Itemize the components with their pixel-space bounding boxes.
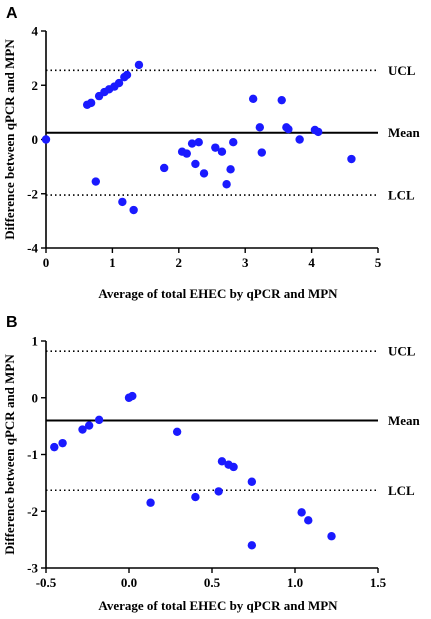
data-point	[314, 127, 323, 137]
reference-label-mean: Mean	[388, 125, 421, 140]
data-point	[128, 391, 137, 401]
data-point	[229, 462, 238, 472]
y-tick-label: 4	[32, 24, 39, 39]
data-point	[78, 425, 87, 434]
x-tick-label: 1.5	[370, 575, 387, 590]
x-tick-label: 0.5	[204, 575, 221, 590]
data-point	[129, 205, 138, 215]
data-point	[347, 154, 356, 164]
data-point	[226, 165, 235, 174]
data-point	[91, 177, 101, 186]
data-point	[191, 159, 200, 169]
y-tick-label: -1	[27, 447, 38, 462]
data-point	[146, 498, 155, 507]
chart-panel-b: B1 0 -1 -2 -3-0.5 0.0 0.5 1.0 1.5 UCL Mean LCL Avera…	[2, 314, 421, 613]
data-point	[159, 163, 169, 173]
x-tick-label: 0.0	[121, 575, 137, 590]
y-tick-label: -3	[27, 561, 38, 576]
data-point	[304, 516, 313, 525]
panel-label: A	[6, 5, 18, 22]
data-point	[41, 135, 51, 144]
y-tick-label: 2	[32, 78, 39, 93]
data-point	[118, 197, 127, 207]
reference-label-lcl: LCL	[388, 483, 415, 498]
data-point	[84, 421, 94, 430]
data-point	[247, 477, 257, 486]
data-point	[214, 487, 223, 496]
y-tick-label: -2	[27, 504, 38, 519]
reference-label-ucl: UCL	[388, 344, 416, 359]
data-point	[248, 94, 258, 104]
data-point	[187, 139, 197, 148]
x-tick-label: -0.5	[36, 575, 57, 590]
data-point	[217, 457, 227, 466]
data-point	[284, 124, 293, 134]
y-axis-title: Difference between qPCR and MPN	[2, 39, 17, 240]
y-tick-label: 0	[32, 390, 39, 405]
x-axis-title: Average of total EHEC by qPCR and MPN	[98, 286, 338, 301]
panel-label: B	[6, 314, 18, 331]
x-tick-label: 1.0	[287, 575, 303, 590]
data-point	[255, 123, 265, 132]
data-point	[199, 169, 209, 178]
data-point	[50, 442, 59, 452]
reference-label-lcl: LCL	[388, 188, 415, 203]
x-tick-label: 1	[109, 255, 116, 270]
data-point	[277, 95, 286, 105]
data-point	[134, 60, 144, 70]
data-point	[229, 138, 238, 147]
data-point	[172, 427, 182, 436]
y-tick-label: -2	[27, 186, 38, 201]
data-point	[58, 438, 67, 448]
data-point	[122, 70, 132, 80]
data-point	[257, 148, 266, 157]
data-point	[222, 180, 231, 189]
reference-label-ucl: UCL	[388, 63, 416, 78]
data-point	[297, 508, 306, 517]
x-tick-label: 5	[375, 255, 382, 270]
data-point	[194, 138, 203, 147]
data-point	[211, 143, 220, 152]
data-point	[182, 149, 191, 158]
x-tick-label: 3	[242, 255, 249, 270]
data-point	[114, 78, 124, 88]
data-point	[191, 492, 200, 502]
data-point	[327, 532, 336, 541]
reference-label-mean: Mean	[388, 413, 421, 428]
y-tick-label: 1	[32, 334, 39, 349]
data-point	[86, 98, 96, 108]
data-point	[94, 415, 104, 425]
y-tick-label: -4	[27, 241, 38, 256]
x-tick-label: 2	[176, 255, 183, 270]
x-tick-label: 0	[43, 255, 50, 270]
y-axis-title: Difference between qPCR and MPN	[2, 354, 17, 555]
data-point	[295, 135, 304, 144]
data-point	[247, 541, 257, 550]
x-tick-label: 4	[308, 255, 315, 270]
x-axis-title: Average of total EHEC by qPCR and MPN	[98, 598, 338, 613]
y-tick-label: 0	[32, 132, 39, 147]
data-point	[217, 147, 227, 156]
